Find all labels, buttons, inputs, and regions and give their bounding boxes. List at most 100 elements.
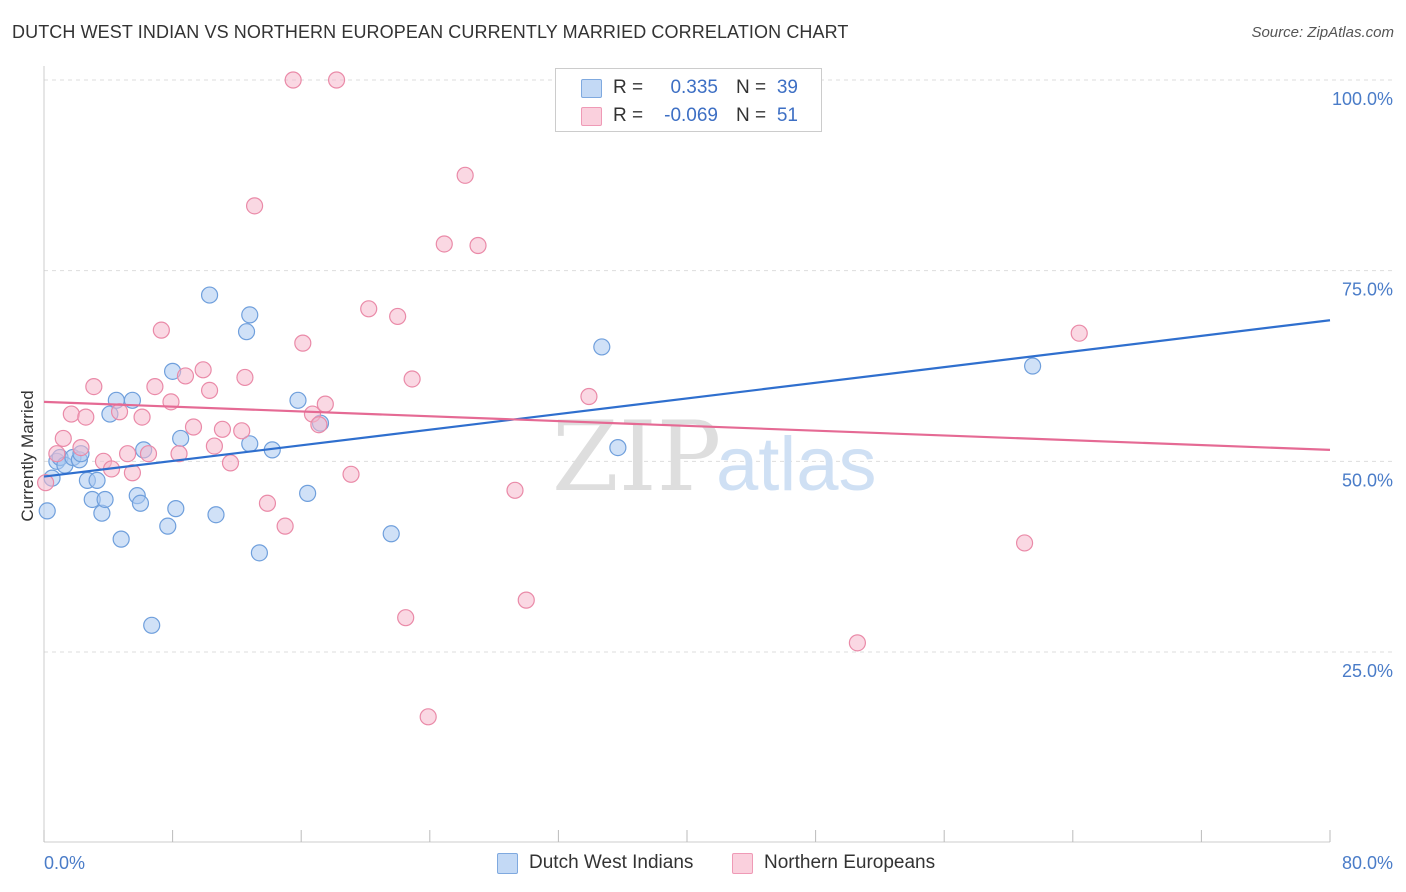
point-northern-europeans [72,439,90,457]
point-northern-europeans [146,377,164,396]
point-northern-europeans [258,494,277,512]
point-dutch-west-indians [237,323,256,341]
legend-r-value: -0.069 [664,105,718,126]
point-northern-europeans [184,418,203,436]
data-points [37,71,1088,726]
point-dutch-west-indians [167,500,185,518]
point-dutch-west-indians [88,471,106,489]
point-dutch-west-indians [299,484,317,502]
point-northern-europeans [284,71,302,89]
axes [43,66,1331,843]
point-northern-europeans [419,708,437,726]
point-northern-europeans [37,474,55,492]
series-legend-label: Dutch West Indians [529,852,694,873]
point-dutch-west-indians [112,530,130,548]
x-tick-label-min: 0.0% [44,853,85,873]
point-northern-europeans [77,408,95,426]
point-northern-europeans [110,403,129,421]
watermark: ZIP atlas [552,401,877,513]
point-dutch-west-indians [382,525,400,543]
point-northern-europeans [233,422,251,440]
point-northern-europeans [580,387,598,406]
point-northern-europeans [1070,324,1088,342]
y-tick-label: 75.0% [1342,280,1393,300]
point-northern-europeans [62,405,80,423]
point-dutch-west-indians [609,439,627,457]
legend-row-northern-europeans: R = -0.069 N = 51 [556,101,821,129]
point-northern-europeans [403,370,421,388]
point-dutch-west-indians [200,286,219,304]
y-axis-label: Currently Married [18,390,37,521]
legend-swatch-blue [581,79,602,98]
y-tick-label: 50.0% [1342,470,1393,490]
legend-r-label: R = [613,105,644,126]
point-dutch-west-indians [289,391,307,409]
point-northern-europeans [435,235,453,253]
point-dutch-west-indians [143,616,161,634]
point-dutch-west-indians [38,502,56,520]
trendline-northern-europeans [43,400,1331,451]
series-legend: Dutch West Indians Northern Europeans [0,852,1406,876]
point-northern-europeans [152,321,170,339]
point-northern-europeans [389,307,407,326]
legend-n-value: 39 [776,77,798,98]
y-tick-label: 100.0% [1332,89,1393,109]
point-northern-europeans [517,591,535,609]
point-northern-europeans [54,429,72,448]
source-label: Source: ZipAtlas.com [1251,24,1394,41]
point-northern-europeans [1015,534,1034,552]
point-northern-europeans [194,361,212,379]
legend-n-label: N = [736,77,767,98]
point-northern-europeans [200,381,219,400]
legend-n-label: N = [736,105,767,126]
point-dutch-west-indians [241,306,259,324]
point-dutch-west-indians [172,429,190,448]
y-tick-label: 25.0% [1342,661,1393,681]
point-dutch-west-indians [1024,357,1042,375]
trend-lines [43,319,1331,478]
point-northern-europeans [316,395,334,413]
correlation-legend: R = 0.335 N = 39 R = -0.069 N = 51 [555,68,822,132]
point-northern-europeans [848,634,866,652]
gridlines [44,79,1392,653]
point-northern-europeans [342,465,360,483]
series-swatch-pink [732,853,753,874]
point-northern-europeans [213,420,232,438]
tick-labels: 25.0% 50.0% 75.0% 100.0% 0.0% 80.0% [44,89,1393,873]
point-dutch-west-indians [250,544,269,562]
point-northern-europeans [310,416,328,434]
point-dutch-west-indians [593,338,611,356]
legend-swatch-pink [581,107,602,126]
x-tick-label-max: 80.0% [1342,853,1393,873]
point-northern-europeans [170,445,188,463]
point-northern-europeans [360,300,378,318]
legend-row-dutch-west-indians: R = 0.335 N = 39 [556,73,821,101]
point-northern-europeans [85,377,103,396]
watermark-zip: ZIP [552,401,721,513]
point-northern-europeans [456,166,474,184]
point-northern-europeans [397,609,415,627]
point-northern-europeans [48,445,66,463]
point-northern-europeans [245,197,264,215]
point-northern-europeans [205,437,223,455]
point-northern-europeans [236,368,254,387]
point-northern-europeans [176,367,195,385]
series-swatch-blue [497,853,518,874]
point-dutch-west-indians [207,506,225,524]
series-legend-label: Northern Europeans [764,852,936,873]
point-northern-europeans [469,236,487,255]
legend-n-value: 51 [776,105,798,126]
point-northern-europeans [221,454,240,472]
point-northern-europeans [118,445,137,463]
point-northern-europeans [506,481,524,499]
point-northern-europeans [276,517,294,535]
point-dutch-west-indians [159,517,177,535]
point-northern-europeans [139,445,158,463]
watermark-atlas: atlas [716,422,877,507]
point-northern-europeans [133,408,151,426]
point-dutch-west-indians [96,490,114,509]
trendline-dutch-west-indians [43,319,1331,478]
legend-r-label: R = [613,77,644,98]
chart-title: DUTCH WEST INDIAN VS NORTHERN EUROPEAN C… [12,22,849,42]
